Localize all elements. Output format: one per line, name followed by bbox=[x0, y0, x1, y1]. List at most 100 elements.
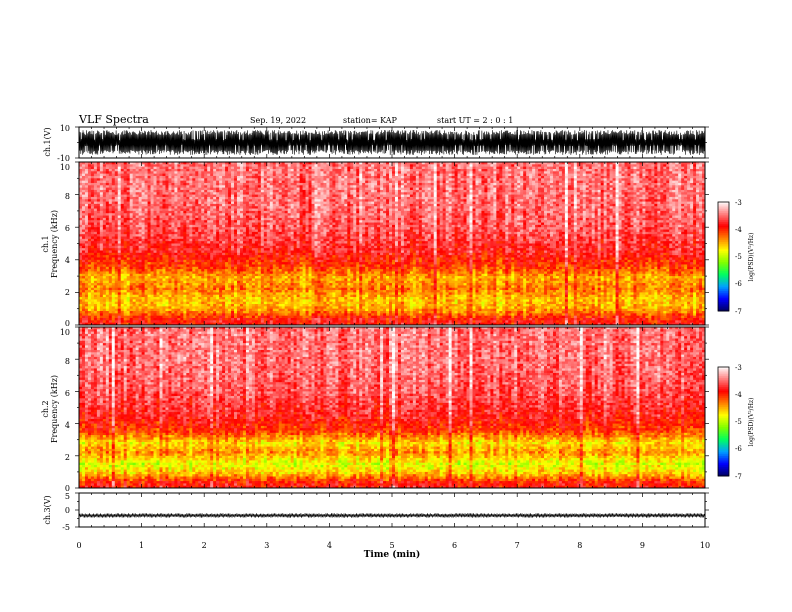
spectrogram-cell bbox=[639, 210, 643, 214]
spectrogram-cell bbox=[421, 175, 426, 179]
spectrogram-cell bbox=[564, 206, 569, 209]
spectrogram-cell bbox=[293, 196, 298, 200]
spectrogram-cell bbox=[406, 192, 411, 195]
spectrogram-cell bbox=[207, 203, 211, 207]
spectrogram-cell bbox=[251, 178, 256, 182]
spectrogram-cell bbox=[567, 180, 572, 184]
spectrogram-cell bbox=[380, 171, 384, 175]
spectrogram-cell bbox=[463, 162, 467, 165]
spectrogram-cell bbox=[117, 162, 122, 165]
spectrogram-cell bbox=[702, 210, 706, 214]
spectrogram-cell bbox=[430, 175, 435, 179]
spectrogram-cell bbox=[90, 162, 95, 165]
spectrogram-cell bbox=[254, 203, 259, 207]
spectrogram-cell bbox=[657, 166, 661, 170]
spectrogram-cell bbox=[699, 208, 703, 212]
spectrogram-cell bbox=[317, 173, 321, 177]
spectrogram-cell bbox=[219, 171, 223, 175]
spectrogram-cell bbox=[615, 194, 619, 198]
spectrogram-cell bbox=[123, 168, 128, 172]
spectrogram-cell bbox=[305, 171, 309, 175]
spectrogram-cell bbox=[138, 173, 142, 177]
spectrogram-cell bbox=[216, 168, 220, 172]
spectrogram-cell bbox=[603, 173, 608, 177]
spectrogram-cell bbox=[84, 189, 89, 193]
spectrogram-cell bbox=[514, 182, 518, 186]
spectrogram-cell bbox=[532, 185, 536, 189]
spectrogram-cell bbox=[424, 162, 429, 165]
spectrogram-cell bbox=[171, 196, 175, 200]
spectrogram-cell bbox=[350, 194, 354, 198]
spectrogram-cell bbox=[502, 166, 506, 170]
spectrogram-cell bbox=[314, 189, 318, 193]
spectrogram-cell bbox=[350, 192, 354, 195]
spectrogram-cell bbox=[475, 199, 479, 202]
spectrogram-cell bbox=[93, 208, 98, 212]
spectrogram-cell bbox=[198, 164, 202, 168]
spectrogram-cell bbox=[693, 180, 697, 184]
spectrogram-cell bbox=[219, 199, 223, 202]
spectrogram-cell bbox=[219, 206, 223, 209]
spectrogram-cell bbox=[645, 166, 649, 170]
spectrogram-cell bbox=[681, 213, 685, 216]
spectrogram-cell bbox=[555, 199, 560, 202]
spectrogram-cell bbox=[293, 162, 298, 165]
spectrogram-cell bbox=[278, 180, 283, 184]
spectrogram-cell bbox=[418, 187, 423, 191]
spectrogram-cell bbox=[594, 213, 599, 216]
spectrogram-cell bbox=[174, 171, 178, 175]
spectrogram-cell bbox=[305, 199, 309, 202]
spectrogram-cell bbox=[588, 182, 593, 186]
spectrogram-cell bbox=[582, 210, 587, 214]
spectrogram-cell bbox=[219, 168, 223, 172]
spectrogram-cell bbox=[448, 203, 453, 207]
spectrogram-cell bbox=[403, 192, 408, 195]
spectrogram-cell bbox=[359, 178, 363, 182]
spectrogram-cell bbox=[326, 208, 330, 212]
spectrogram-cell bbox=[392, 175, 396, 179]
spectrogram-cell bbox=[639, 201, 643, 205]
spectrogram-cell bbox=[311, 185, 315, 189]
spectrogram-cell bbox=[484, 173, 488, 177]
spectrogram-cell bbox=[594, 187, 599, 191]
spectrogram-cell bbox=[624, 208, 628, 212]
spectrogram-cell bbox=[120, 199, 125, 202]
spectrogram-cell bbox=[132, 187, 137, 191]
spectrogram-cell bbox=[138, 189, 142, 193]
spectrogram-cell bbox=[681, 206, 685, 209]
spectrogram-cell bbox=[332, 168, 336, 172]
spectrogram-cell bbox=[105, 168, 110, 172]
spectrogram-cell bbox=[633, 203, 637, 207]
spectrogram-cell bbox=[317, 180, 321, 184]
spectrogram-cell bbox=[108, 162, 113, 165]
spectrogram-cell bbox=[93, 201, 98, 205]
spectrogram-cell bbox=[99, 203, 104, 207]
spectrogram-cell bbox=[478, 194, 482, 198]
spectrogram-cell bbox=[552, 180, 557, 184]
spectrogram-cell bbox=[582, 203, 587, 207]
spectrogram-cell bbox=[457, 175, 461, 179]
spectrogram-cell bbox=[278, 187, 283, 191]
spectrogram-cell bbox=[186, 210, 190, 214]
spectrogram-cell bbox=[448, 164, 453, 168]
spectrogram-cell bbox=[460, 178, 464, 182]
spectrogram-cell bbox=[478, 199, 482, 202]
spectrogram-cell bbox=[645, 182, 649, 186]
spectrogram-cell bbox=[302, 196, 306, 200]
spectrogram-cell bbox=[475, 185, 479, 189]
spectrogram-cell bbox=[132, 175, 137, 179]
spectrogram-cell bbox=[606, 192, 611, 195]
spectrogram-cell bbox=[496, 185, 500, 189]
spectrogram-cell bbox=[183, 194, 187, 198]
spectrogram-cell bbox=[666, 185, 670, 189]
spectrogram-cell bbox=[213, 185, 217, 189]
spectrogram-cell bbox=[514, 206, 518, 209]
spectrogram-cell bbox=[332, 180, 336, 184]
spectrogram-cell bbox=[642, 168, 646, 172]
spectrogram-cell bbox=[669, 178, 673, 182]
spectrogram-cell bbox=[654, 185, 658, 189]
spectrogram-cell bbox=[481, 168, 485, 172]
spectrogram-cell bbox=[102, 168, 107, 172]
spectrogram-cell bbox=[225, 189, 229, 193]
spectrogram-cell bbox=[427, 185, 432, 189]
